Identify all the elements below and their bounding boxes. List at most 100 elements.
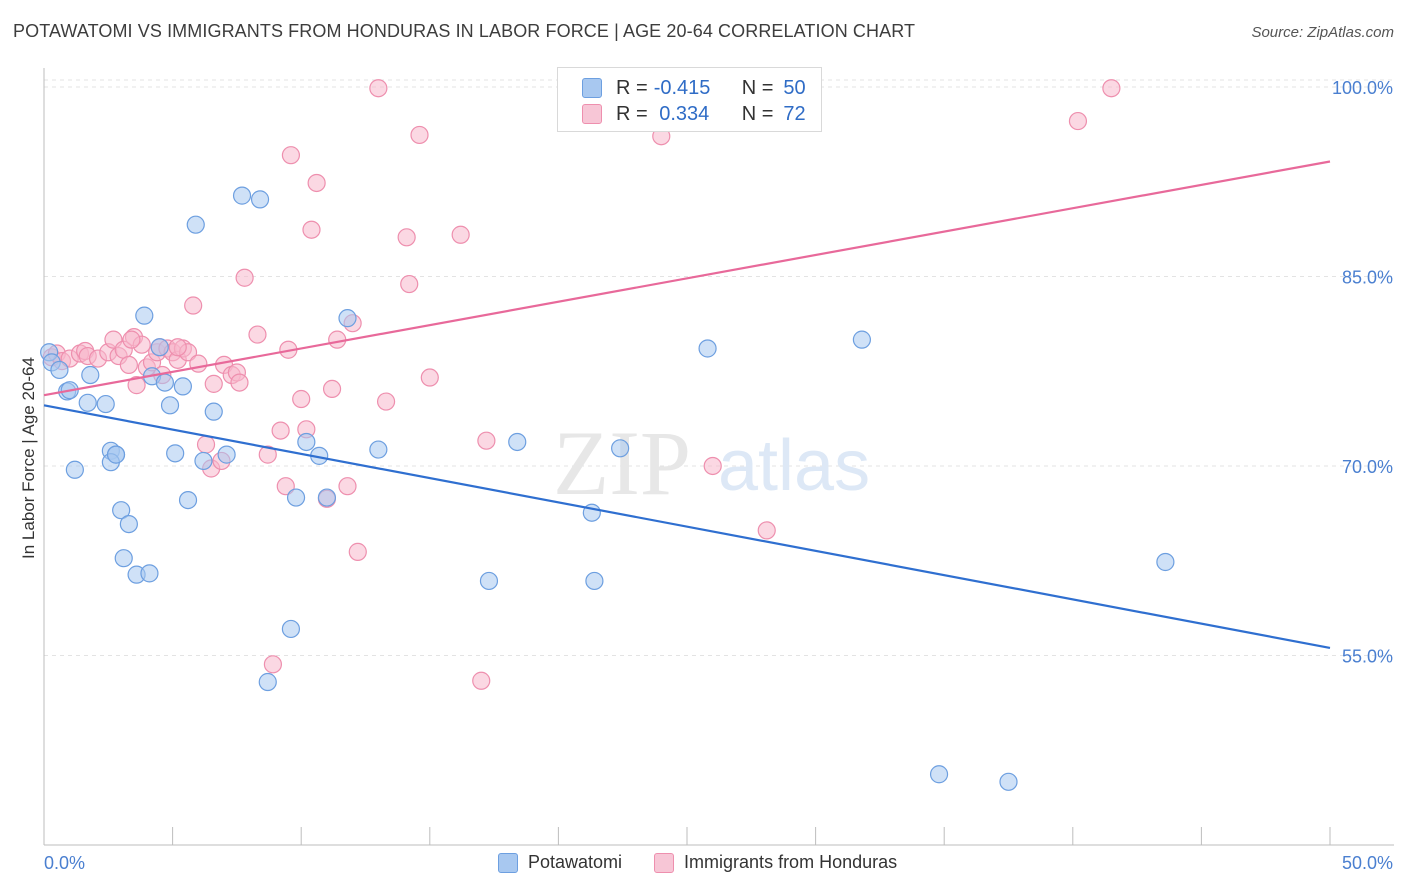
point-honduras (258, 445, 277, 464)
legend-n-label: N = (741, 102, 774, 125)
point-potawatomi (119, 514, 138, 534)
point-honduras (703, 456, 722, 476)
point-potawatomi (160, 396, 180, 415)
point-honduras (348, 542, 367, 561)
point-potawatomi (114, 549, 133, 568)
point-honduras (168, 338, 187, 357)
point-potawatomi (166, 444, 185, 463)
watermark-atlas: atlas (718, 426, 870, 506)
watermark: ZIP atlas (553, 412, 870, 514)
x-tick-label: 0.0% (44, 853, 85, 873)
point-honduras (230, 373, 249, 392)
point-potawatomi (140, 564, 159, 583)
point-potawatomi (999, 772, 1018, 791)
point-honduras (235, 268, 254, 287)
legend-r-value: -0.415 (653, 76, 711, 99)
point-potawatomi (204, 402, 223, 421)
legend-n-value: 72 (783, 102, 806, 125)
series-potawatomi-points (40, 186, 1175, 791)
point-potawatomi (135, 306, 154, 325)
point-potawatomi (178, 490, 198, 510)
point-honduras (122, 330, 141, 349)
point-honduras (328, 330, 347, 349)
point-potawatomi (155, 373, 174, 392)
legend-r-label: R = (616, 102, 648, 125)
point-honduras (376, 392, 396, 411)
point-honduras (196, 435, 216, 454)
point-potawatomi (929, 765, 949, 784)
point-potawatomi (611, 439, 630, 458)
point-honduras (189, 354, 208, 373)
point-honduras (420, 368, 439, 387)
source-note: Source: ZipAtlas.com (1251, 24, 1394, 41)
legend-swatch-potawatomi (498, 852, 518, 873)
point-honduras (127, 376, 146, 395)
legend-row-potawatomi: R = -0.415 N = 50 (582, 76, 806, 100)
point-potawatomi (258, 672, 277, 692)
legend-row-honduras: R = 0.334 N = 72 (582, 102, 806, 126)
point-potawatomi (1156, 552, 1175, 572)
point-potawatomi (194, 451, 213, 471)
correlation-legend: R = -0.415 N = 50 R = 0.334 N = 72 (557, 67, 822, 132)
legend-label-potawatomi: Potawatomi (528, 852, 623, 872)
point-potawatomi (250, 190, 270, 209)
point-potawatomi (78, 393, 97, 412)
point-honduras (369, 79, 388, 98)
point-potawatomi (698, 339, 717, 358)
point-potawatomi (50, 360, 69, 380)
point-honduras (757, 521, 776, 540)
point-potawatomi (106, 445, 126, 464)
x-tick-labels: 0.0% 50.0% (44, 853, 1393, 873)
point-honduras (271, 421, 290, 440)
point-potawatomi (232, 186, 252, 205)
point-honduras (322, 379, 342, 399)
chart-title: POTAWATOMI VS IMMIGRANTS FROM HONDURAS I… (13, 21, 916, 41)
legend-n-label: N = (741, 76, 774, 99)
trend-lines (43, 160, 1331, 649)
series-legend: Potawatomi Immigrants from Honduras (498, 852, 897, 873)
legend-r-value: 0.334 (653, 102, 710, 125)
point-honduras (472, 671, 491, 690)
trend-line-honduras (43, 160, 1331, 397)
legend-r-label: R = (616, 76, 648, 99)
point-potawatomi (338, 309, 357, 328)
point-potawatomi (281, 619, 301, 639)
point-potawatomi (508, 432, 527, 452)
y-axis-title: In Labor Force | Age 20-64 (19, 357, 38, 559)
point-potawatomi (479, 571, 499, 591)
point-potawatomi (369, 440, 388, 459)
point-potawatomi (297, 432, 316, 452)
y-tick-label: 70.0% (1342, 457, 1393, 477)
legend-swatch-blue (582, 78, 602, 98)
legend-label-honduras: Immigrants from Honduras (684, 852, 898, 872)
point-honduras (451, 225, 470, 244)
point-honduras (1068, 111, 1088, 131)
point-honduras (276, 477, 295, 496)
series-honduras-points (42, 79, 1121, 690)
point-honduras (338, 477, 357, 496)
point-potawatomi (173, 377, 192, 396)
point-honduras (307, 173, 326, 193)
y-tick-label: 85.0% (1342, 267, 1393, 287)
point-potawatomi (96, 394, 115, 414)
point-potawatomi (81, 365, 100, 385)
legend-swatch-honduras (654, 852, 675, 873)
axes (43, 68, 1394, 846)
point-honduras (477, 431, 496, 450)
watermark-zip: ZIP (553, 412, 691, 514)
point-honduras (292, 389, 311, 409)
point-honduras (204, 374, 223, 393)
point-potawatomi (112, 501, 131, 520)
point-potawatomi (585, 571, 604, 591)
point-honduras (119, 355, 138, 375)
x-tick-label: 50.0% (1342, 853, 1393, 873)
point-potawatomi (186, 215, 205, 234)
point-potawatomi (852, 330, 871, 349)
point-potawatomi (317, 488, 337, 507)
legend-n-value: 50 (783, 76, 806, 99)
point-honduras (184, 296, 203, 315)
legend-swatch-pink (582, 104, 602, 124)
point-honduras (302, 220, 321, 239)
point-honduras (248, 325, 267, 344)
